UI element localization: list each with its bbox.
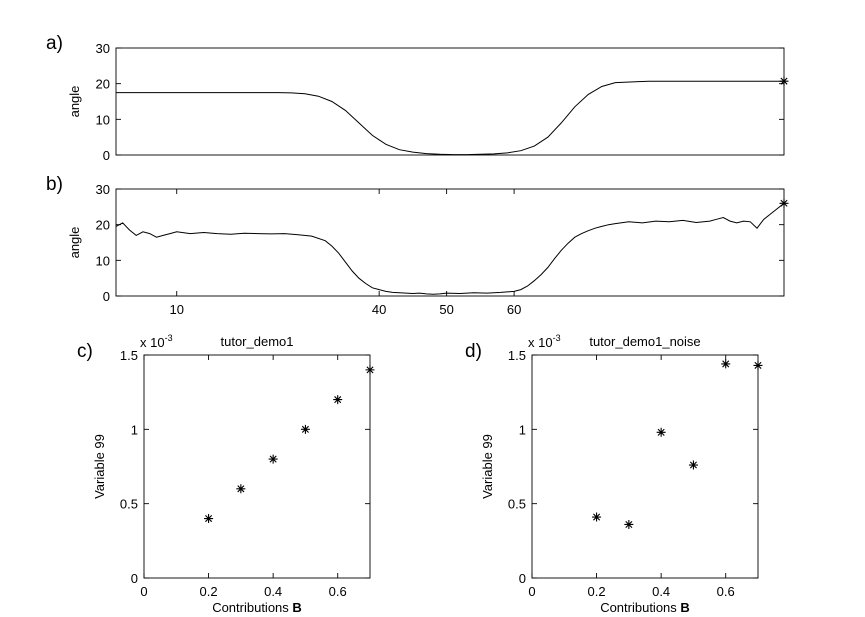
y-tick-label: 30: [96, 182, 110, 197]
y-tick-label: 30: [96, 41, 110, 56]
y-tick-label: 1.5: [508, 348, 526, 363]
x-tick-label: 0.4: [652, 584, 670, 599]
panel-label: a): [46, 33, 63, 54]
scatter-point-1: [592, 512, 602, 522]
y-tick-label: 10: [96, 112, 110, 127]
scatter-point-5: [721, 359, 731, 369]
y-tick-label: 1.5: [120, 348, 138, 363]
panel-label: b): [46, 174, 63, 195]
x-tick-label: 10: [169, 302, 183, 317]
chart-title: tutor_demo1_noise: [589, 334, 700, 349]
x-tick-label: 0.6: [717, 584, 735, 599]
y-tick-label: 20: [96, 218, 110, 233]
scatter-point-6: [753, 360, 763, 370]
y-tick-label: 0: [131, 571, 138, 586]
x-tick-label: 0.4: [264, 584, 282, 599]
y-tick-label: 0: [519, 571, 526, 586]
scatter-point-1: [204, 514, 214, 524]
scatter-point-4: [300, 424, 310, 434]
axes-box: [143, 354, 371, 579]
axes-box: [115, 188, 785, 297]
x-tick-label: 0: [528, 584, 535, 599]
scatter-point-2: [236, 484, 246, 494]
x-tick-label: 40: [372, 302, 386, 317]
chart-panel-2: b) 0 10 20 30 10 40 50 60 angle: [46, 174, 789, 317]
scatter-point-6: [365, 365, 375, 375]
y-tick-label: 0.5: [508, 497, 526, 512]
chart-panel-1: a) 0 10 20 30 angle: [46, 33, 789, 163]
y-tick-label: 10: [96, 253, 110, 268]
axis-exponent-label: x 10-3: [140, 333, 173, 350]
y-axis-label: angle: [67, 86, 82, 118]
scatter-point-3: [268, 454, 278, 464]
scatter-point-2: [624, 519, 634, 529]
axes-box: [115, 47, 785, 156]
y-tick-label: 1: [519, 422, 526, 437]
y-tick-label: 0: [103, 148, 110, 163]
end-marker-point: [779, 76, 789, 86]
x-tick-label: 50: [439, 302, 453, 317]
series-line-1: [115, 202, 785, 295]
chart-panel-4: d) 0 0.5 1 1.5 0 0.2 0.4 0.6 Variable 99 Contribut…: [465, 333, 763, 615]
y-axis-label: Variable 99: [92, 434, 107, 499]
panel-label: c): [77, 341, 93, 362]
scatter-point-5: [333, 395, 343, 405]
x-axis-label: Contributions B: [600, 600, 690, 615]
y-tick-label: 0.5: [120, 497, 138, 512]
end-marker-point: [779, 198, 789, 208]
x-tick-label: 0.2: [200, 584, 218, 599]
panel-label: d): [465, 341, 482, 362]
axis-exponent-label: x 10-3: [528, 333, 561, 350]
y-axis-label: Variable 99: [480, 434, 495, 499]
y-tick-label: 0: [103, 289, 110, 304]
x-tick-label: 0.2: [588, 584, 606, 599]
chart-panel-3: c) 0 0.5 1 1.5 0 0.2 0.4 0.6 Variable 99 Contribut…: [77, 333, 375, 615]
axes-box: [531, 354, 759, 579]
y-tick-label: 20: [96, 77, 110, 92]
chart-title: tutor_demo1: [221, 334, 294, 349]
x-tick-label: 0: [140, 584, 147, 599]
scatter-point-3: [656, 427, 666, 437]
x-tick-label: 60: [507, 302, 521, 317]
x-tick-label: 0.6: [329, 584, 347, 599]
y-axis-label: angle: [67, 227, 82, 259]
y-tick-label: 1: [131, 422, 138, 437]
scatter-point-4: [688, 460, 698, 470]
series-line-1: [116, 80, 784, 156]
x-axis-label: Contributions B: [212, 600, 302, 615]
